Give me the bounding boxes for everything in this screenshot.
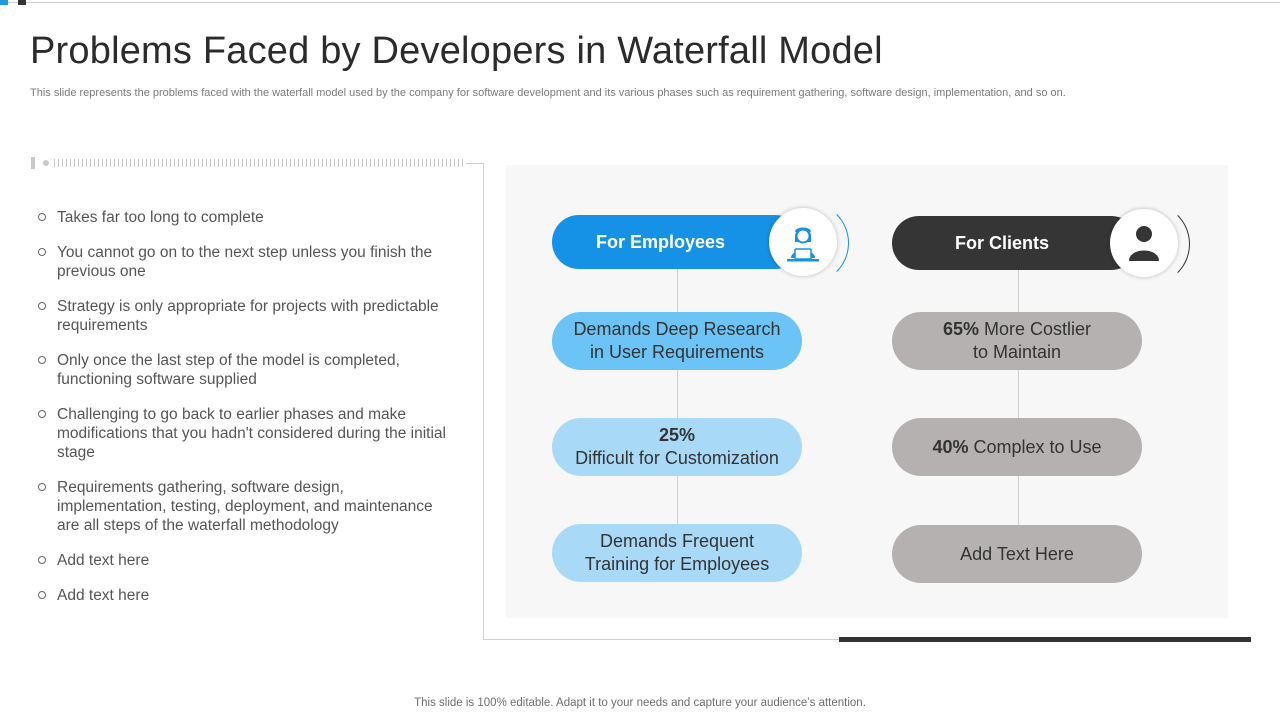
ruler-decoration-block — [31, 157, 35, 169]
employees-icon-arc — [767, 202, 849, 284]
user-icon — [1129, 226, 1159, 261]
top-accent-dark — [18, 0, 26, 5]
slide-subtitle: This slide represents the problems faced… — [30, 87, 1066, 99]
bullet-circle-icon — [38, 213, 46, 221]
employees-header: For Employees — [552, 215, 802, 269]
clients-item-maintenance: 65% More Costlier to Maintain — [892, 312, 1142, 370]
bullet-item: Requirements gathering, software design,… — [38, 478, 448, 535]
top-border-line — [0, 2, 1280, 3]
bullet-item: Add text here — [38, 586, 448, 605]
frame-connector-line — [466, 163, 484, 164]
employees-item-training: Demands Frequent Training for Employees — [552, 524, 802, 582]
employees-connector-line — [677, 268, 678, 558]
clients-item-complexity: 40% Complex to Use — [892, 418, 1142, 476]
ruler-decoration-ticks — [54, 159, 466, 167]
bullet-circle-icon — [38, 591, 46, 599]
top-accent-blue — [0, 0, 8, 5]
bullet-circle-icon — [38, 556, 46, 564]
bullet-item: Only once the last step of the model is … — [38, 351, 448, 389]
ruler-decoration-dot — [43, 160, 49, 166]
bottom-dark-bar — [839, 637, 1251, 642]
employees-item-customization: 25% Difficult for Customization — [552, 418, 802, 476]
slide-title: Problems Faced by Developers in Waterfal… — [30, 30, 883, 72]
bullet-circle-icon — [38, 248, 46, 256]
bullet-item: Challenging to go back to earlier phases… — [38, 405, 448, 462]
clients-connector-line — [1018, 268, 1019, 558]
bullet-item: Add text here — [38, 551, 448, 570]
bullet-circle-icon — [38, 356, 46, 364]
bullet-item: Strategy is only appropriate for project… — [38, 297, 448, 335]
clients-item-placeholder: Add Text Here — [892, 525, 1142, 583]
frame-horizontal-line — [483, 639, 843, 640]
clients-icon-arc — [1108, 203, 1190, 285]
employee-laptop-icon — [787, 227, 819, 262]
clients-icon-circle — [1110, 209, 1178, 277]
problem-bullet-list: Takes far too long to complete You canno… — [38, 208, 448, 621]
bullet-circle-icon — [38, 410, 46, 418]
employees-item-research: Demands Deep Research in User Requiremen… — [552, 312, 802, 370]
bullet-circle-icon — [38, 302, 46, 310]
employees-icon-circle — [769, 208, 837, 276]
clients-header: For Clients — [892, 216, 1138, 270]
bullet-item: Takes far too long to complete — [38, 208, 448, 227]
bullet-circle-icon — [38, 483, 46, 491]
bullet-item: You cannot go on to the next step unless… — [38, 243, 448, 281]
frame-vertical-line — [483, 163, 484, 640]
slide-footer: This slide is 100% editable. Adapt it to… — [414, 697, 866, 709]
